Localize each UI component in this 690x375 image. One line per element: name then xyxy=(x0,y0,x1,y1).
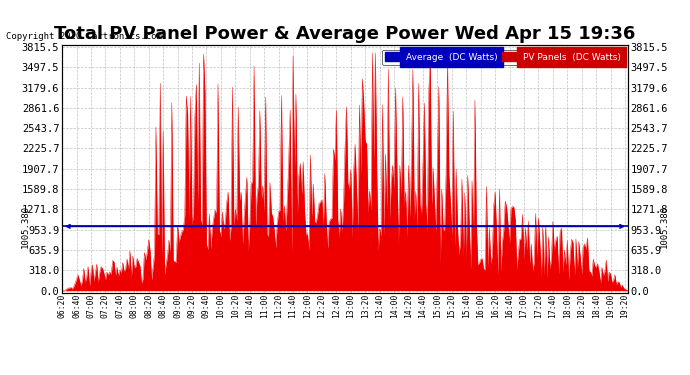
Text: 1005.380: 1005.380 xyxy=(660,205,669,248)
Text: 1005.380: 1005.380 xyxy=(21,205,30,248)
Text: Copyright 2020 Cartronics.com: Copyright 2020 Cartronics.com xyxy=(6,32,161,41)
Legend: Average  (DC Watts), PV Panels  (DC Watts): Average (DC Watts), PV Panels (DC Watts) xyxy=(382,50,623,64)
Title: Total PV Panel Power & Average Power Wed Apr 15 19:36: Total PV Panel Power & Average Power Wed… xyxy=(55,26,635,44)
